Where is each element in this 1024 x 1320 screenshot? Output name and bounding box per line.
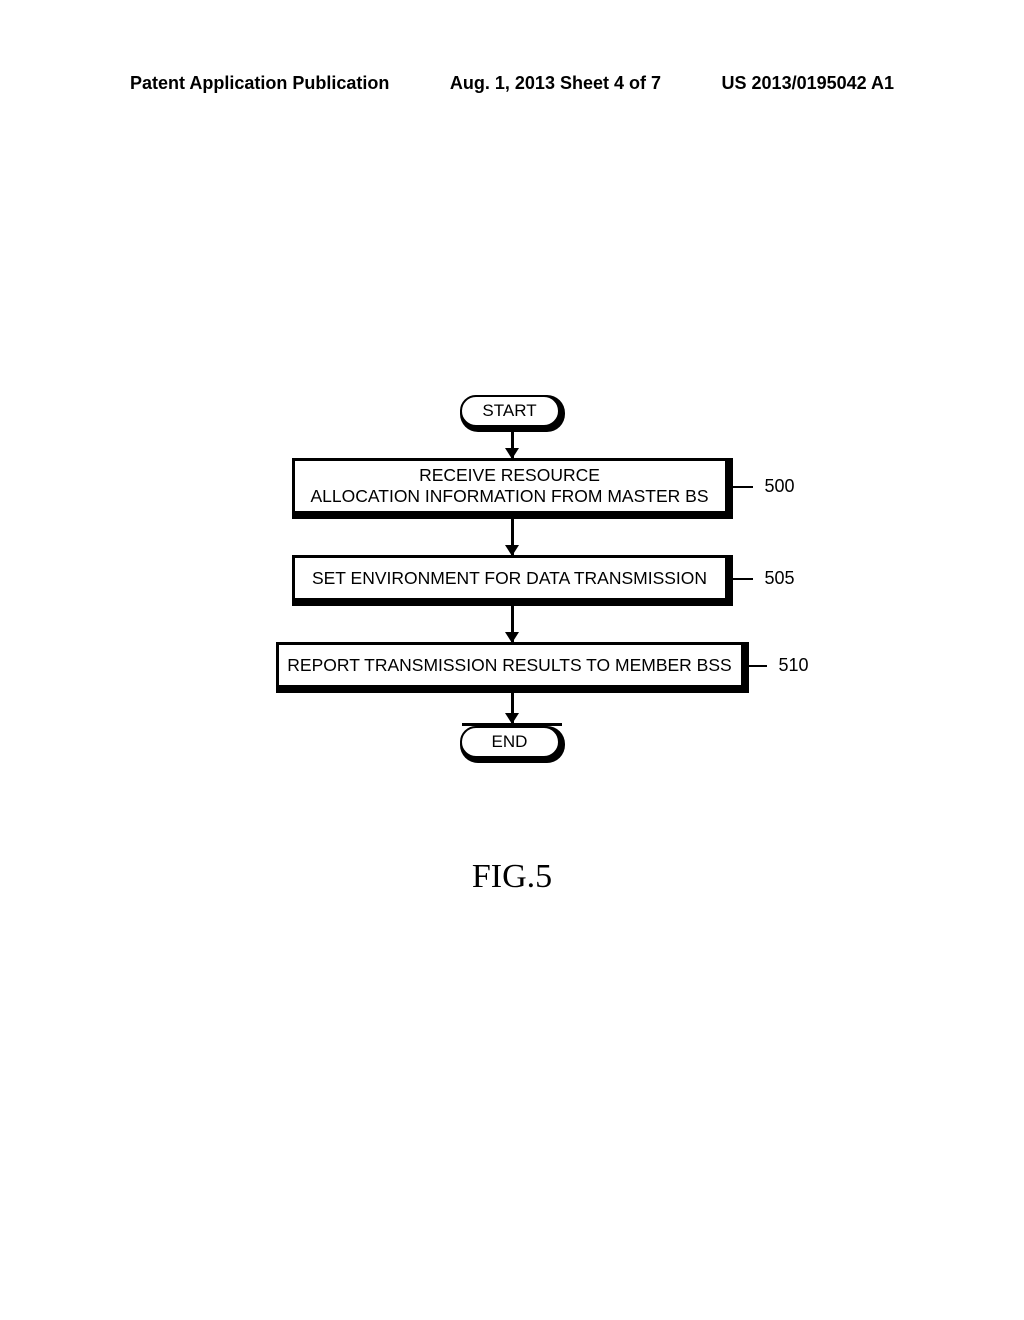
arrow-start-p500: [222, 432, 802, 458]
end-node: END: [460, 726, 565, 763]
ref-510: 510: [778, 655, 808, 676]
header-center: Aug. 1, 2013 Sheet 4 of 7: [450, 73, 661, 94]
figure-caption: FIG.5: [472, 858, 552, 896]
process-510-label: REPORT TRANSMISSION RESULTS TO MEMBER BS…: [287, 655, 731, 676]
header-right: US 2013/0195042 A1: [722, 73, 894, 94]
lead-500: [733, 486, 753, 488]
page-header: Patent Application Publication Aug. 1, 2…: [0, 73, 1024, 94]
process-500-line2: ALLOCATION INFORMATION FROM MASTER BS: [311, 486, 709, 507]
lead-505: [733, 578, 753, 580]
lead-510: [749, 665, 767, 667]
arrow-p500-p505: [222, 519, 802, 555]
arrow-p505-p510: [222, 606, 802, 642]
process-500: RECEIVE RESOURCE ALLOCATION INFORMATION …: [292, 458, 733, 519]
arrow-p510-end: [222, 693, 802, 723]
process-500-line1: RECEIVE RESOURCE: [419, 465, 600, 486]
start-label: START: [460, 395, 560, 427]
process-510: REPORT TRANSMISSION RESULTS TO MEMBER BS…: [276, 642, 749, 693]
process-505: SET ENVIRONMENT FOR DATA TRANSMISSION 50…: [292, 555, 733, 606]
ref-500: 500: [764, 476, 794, 497]
ref-505: 505: [764, 568, 794, 589]
start-node: START: [460, 395, 565, 432]
flowchart: START RECEIVE RESOURCE ALLOCATION INFORM…: [222, 395, 802, 763]
end-label: END: [460, 726, 560, 758]
process-505-label: SET ENVIRONMENT FOR DATA TRANSMISSION: [312, 568, 707, 589]
header-left: Patent Application Publication: [130, 73, 389, 94]
